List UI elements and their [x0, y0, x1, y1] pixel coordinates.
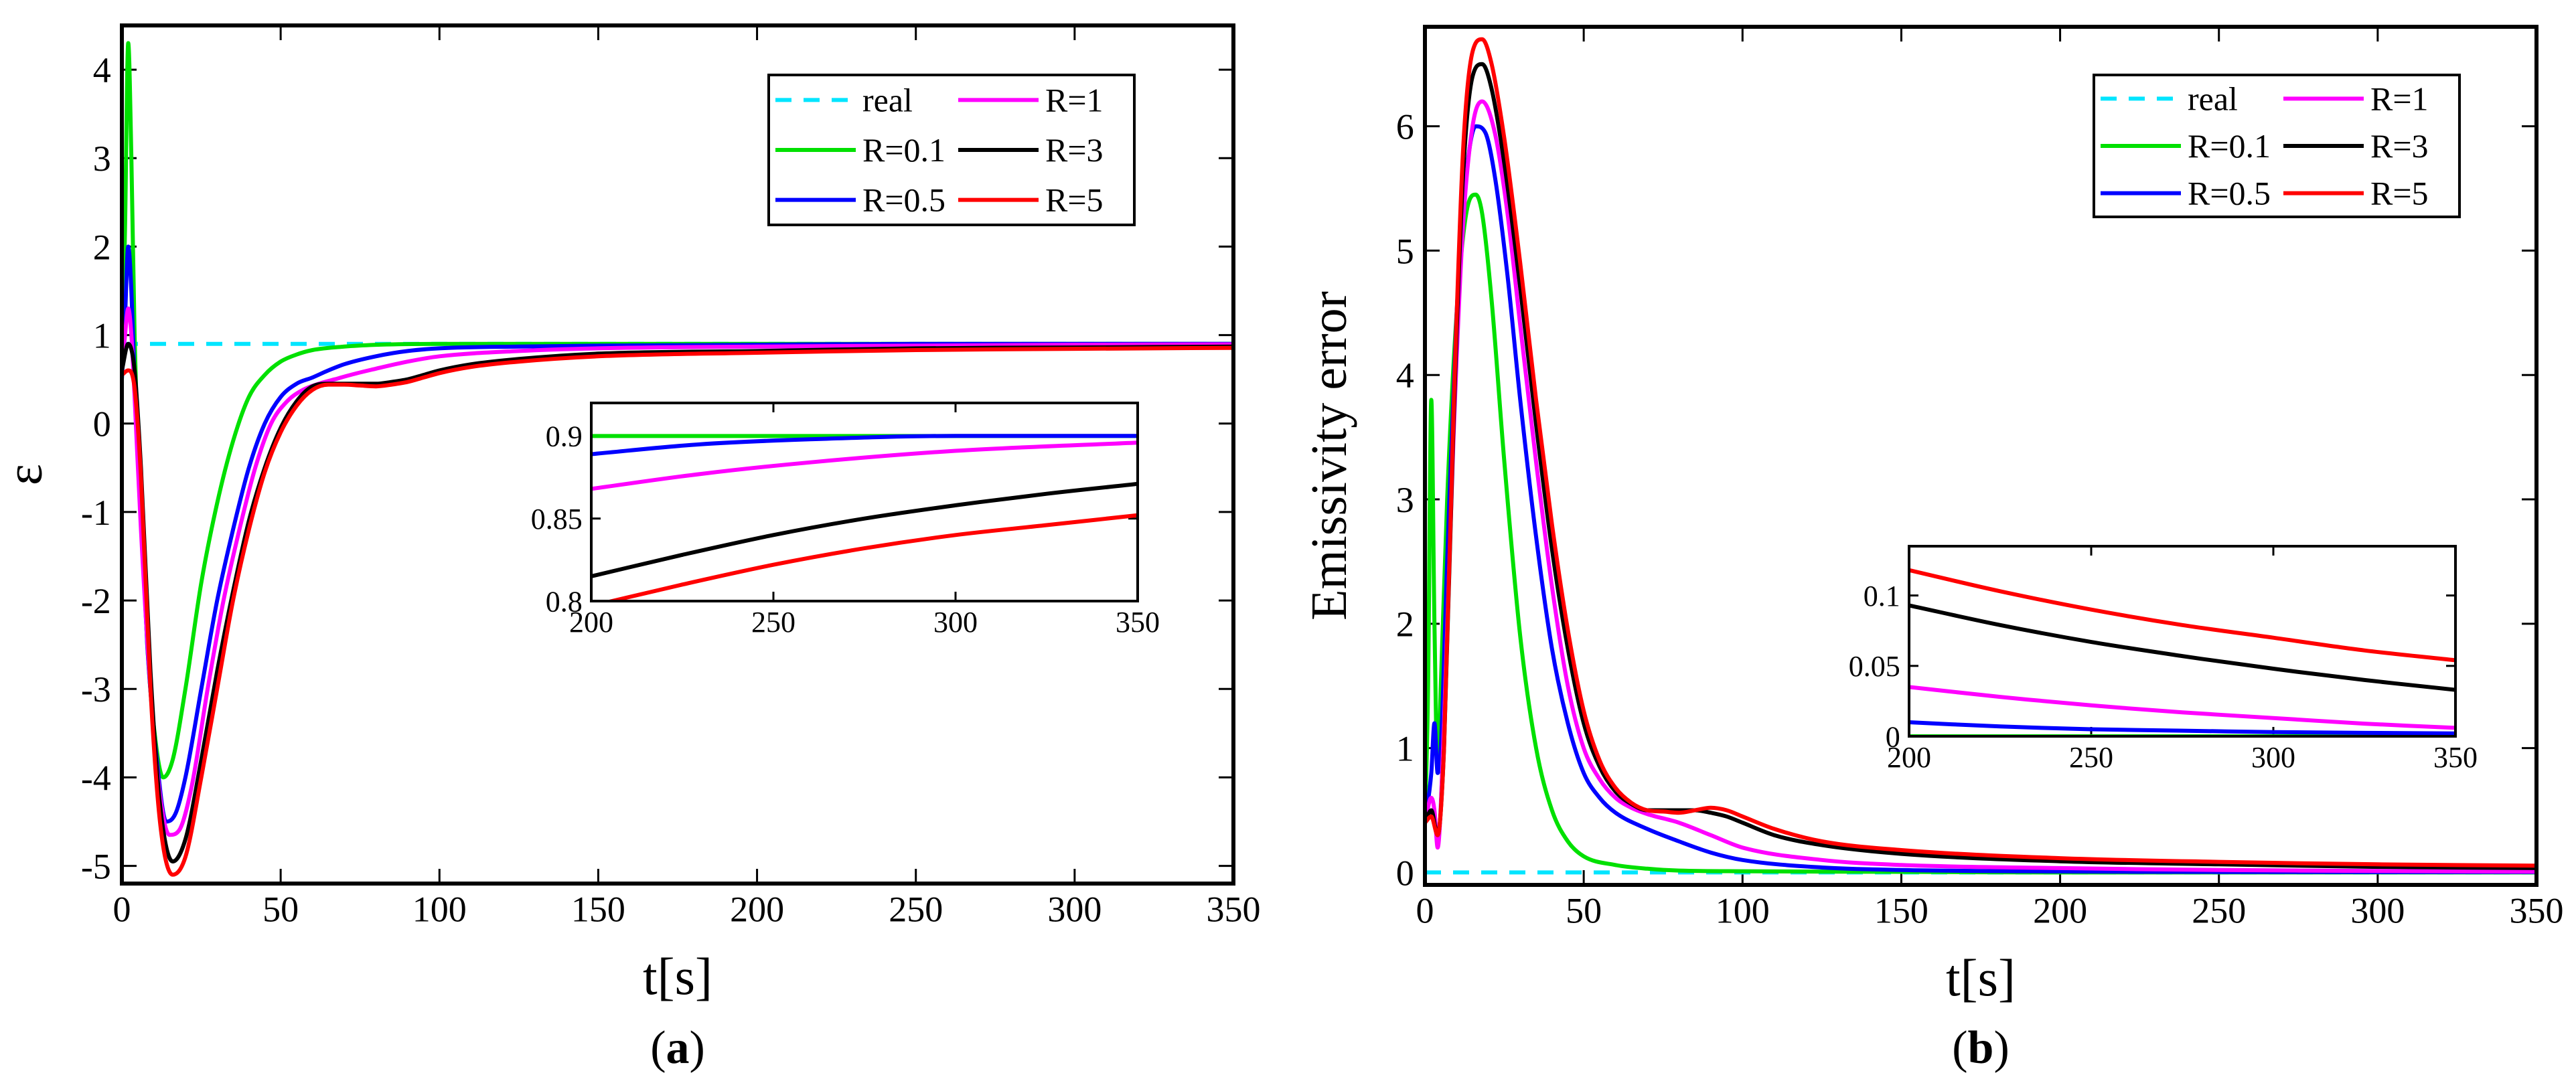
panel-a-inset-ytick-label: 0.8: [546, 585, 583, 618]
panel-b-inset-xtick-label: 200: [1887, 741, 1931, 774]
panel-a-xtick-label: 100: [412, 890, 467, 930]
panel-a-inset-series-R3: [591, 481, 1138, 578]
panel-a-axes-frame: [120, 23, 1235, 886]
panel-b-legend-label: R=1: [2370, 80, 2429, 117]
panel-b-ytick-label: 6: [1396, 107, 1414, 147]
panel-a-inset-series-R0_5: [591, 434, 1138, 457]
panel-a-ylabel: ε: [0, 464, 53, 485]
panel-b-series-R0_5: [1425, 124, 2536, 874]
panel-b-inset-series-R5: [1909, 568, 2455, 663]
panel-b-xtick-label: 300: [2350, 891, 2405, 931]
panel-b-xtick-label: 200: [2033, 891, 2087, 931]
panel-a-ytick-label: 2: [93, 227, 111, 267]
panel-a-ytick-label: -5: [81, 846, 111, 886]
panel-a: 0 50 100 150 200 250 300 350 -5 -4 -3 -2 -1 0 1 2 3 4 real…: [0, 23, 1261, 1074]
panel-b: 0 50 100 150 200 250 300 350 0 1 2 3 4 5 6 real R=1 R=0.1…: [1301, 25, 2564, 1074]
panel-a-xlabel: t[s]: [643, 947, 712, 1005]
panel-a-xtick-label: 0: [113, 890, 131, 930]
panel-b-xtick-label: 100: [1716, 891, 1770, 931]
panel-b-xtick-label: 250: [2192, 891, 2246, 931]
panel-a-ytick-label: 4: [93, 50, 111, 90]
panel-b-ylabel: Emissivity error: [1301, 291, 1357, 620]
panel-a-inset-series-R1: [591, 440, 1138, 491]
panel-a-ytick-label: 3: [93, 139, 111, 179]
panel-a-legend-label: R=5: [1045, 181, 1104, 219]
panel-b-inset-series-R1: [1909, 685, 2455, 730]
panel-a-ytick-label: -3: [81, 669, 111, 710]
panel-b-inset-plot-area: [1909, 546, 2455, 736]
panel-b-inset-xtick-label: 250: [2069, 741, 2113, 774]
panel-a-legend-label: real: [862, 81, 913, 118]
panel-b-inset-xtick-label: 300: [2251, 741, 2295, 774]
panel-b-xlabel: t[s]: [1946, 948, 2016, 1007]
panel-a-ytick-label: 1: [93, 315, 111, 355]
panel-a-inset-xtick-label: 250: [751, 606, 795, 639]
panel-b-ytick-label: 2: [1396, 604, 1414, 645]
panel-a-inset-series-R5: [603, 513, 1138, 601]
panel-b-panel-label: (b): [1952, 1022, 2010, 1074]
panel-a-xtick-label: 250: [889, 890, 943, 930]
panel-b-xtick-label: 50: [1566, 891, 1602, 931]
panel-b-series-R5: [1425, 37, 2536, 868]
panel-a-ytick-label: -2: [81, 581, 111, 621]
panel-a-panel-label-part: a: [666, 1022, 690, 1074]
panel-b-inset-series-R0_5: [1909, 720, 2455, 736]
panel-a-legend-label: R=1: [1045, 81, 1104, 118]
panel-b-ytick-label: 0: [1396, 853, 1414, 893]
panel-b-inset-ytick-label: 0.1: [1864, 580, 1900, 612]
panel-b-ytick-label: 4: [1396, 355, 1414, 396]
panel-b-series-R0_1: [1425, 192, 2536, 875]
panel-b-panel-label-part: ): [1993, 1022, 2009, 1074]
panel-a-legend-label: R=3: [1045, 131, 1104, 169]
panel-b-legend-label: real: [2188, 80, 2238, 117]
panel-a-ytick-label: -4: [81, 758, 111, 798]
panel-b-legend-label: R=0.5: [2188, 175, 2271, 212]
panel-a-xtick-label: 50: [262, 890, 299, 930]
panel-b-inset-frame: [1908, 545, 2457, 738]
panel-a-inset-xtick-label: 200: [569, 606, 613, 639]
panel-a-inset-plot-area: [591, 403, 1138, 601]
panel-a-xtick-label: 150: [571, 890, 625, 930]
panel-b-ytick-label: 5: [1396, 231, 1414, 271]
panel-a-inset-xtick-label: 300: [933, 606, 978, 639]
panel-a-xtick-label: 300: [1047, 890, 1102, 930]
panel-a-panel-label-part: (: [650, 1022, 666, 1074]
panel-b-legend-label: R=3: [2370, 127, 2429, 165]
panel-b-ytick-label: 1: [1396, 729, 1414, 769]
panel-a-series-R1: [122, 306, 1233, 837]
panel-a-ytick-label: -1: [81, 493, 111, 533]
panel-b-legend-label: R=0.1: [2188, 127, 2271, 165]
panel-a-inset-ytick-label: 0.85: [531, 503, 583, 535]
panel-b-xtick-label: 150: [1874, 891, 1928, 931]
panel-b-inset-series-R3: [1909, 603, 2455, 692]
panel-b-xtick-label: 350: [2510, 891, 2564, 931]
panel-b-panel-label-part: (: [1952, 1022, 1967, 1074]
panel-a-legend-label: R=0.5: [862, 181, 945, 219]
panel-b-xtick-label: 0: [1416, 891, 1434, 931]
panel-a-inset-frame: [590, 402, 1139, 602]
panel-a-inset: 200 250 300 350 0.8 0.85 0.9: [531, 402, 1160, 639]
panel-b-axes-frame: [1423, 25, 2539, 887]
panel-a-xtick-label: 200: [730, 890, 784, 930]
panel-a-xtick-label: 350: [1207, 890, 1261, 930]
panel-a-inset-ytick-label: 0.9: [546, 420, 583, 453]
panel-a-ytick-label: 0: [93, 404, 111, 444]
panel-a-legend-label: R=0.1: [862, 131, 945, 169]
panel-b-inset: 200 250 300 350 0 0.05 0.1: [1849, 545, 2478, 774]
panel-b-legend-label: R=5: [2370, 175, 2429, 212]
panel-b-panel-label-part: b: [1968, 1022, 1994, 1074]
panel-a-panel-label-part: ): [690, 1022, 705, 1074]
panel-b-inset-xtick-label: 350: [2433, 741, 2478, 774]
panel-b-inset-ytick-label: 0: [1886, 720, 1900, 753]
panel-a-series-R5: [122, 345, 1233, 877]
panel-b-ytick-label: 3: [1396, 480, 1414, 520]
panel-a-panel-label: (a): [650, 1022, 705, 1074]
panel-b-inset-ytick-label: 0.05: [1849, 650, 1900, 683]
panel-a-inset-xtick-label: 350: [1116, 606, 1160, 639]
